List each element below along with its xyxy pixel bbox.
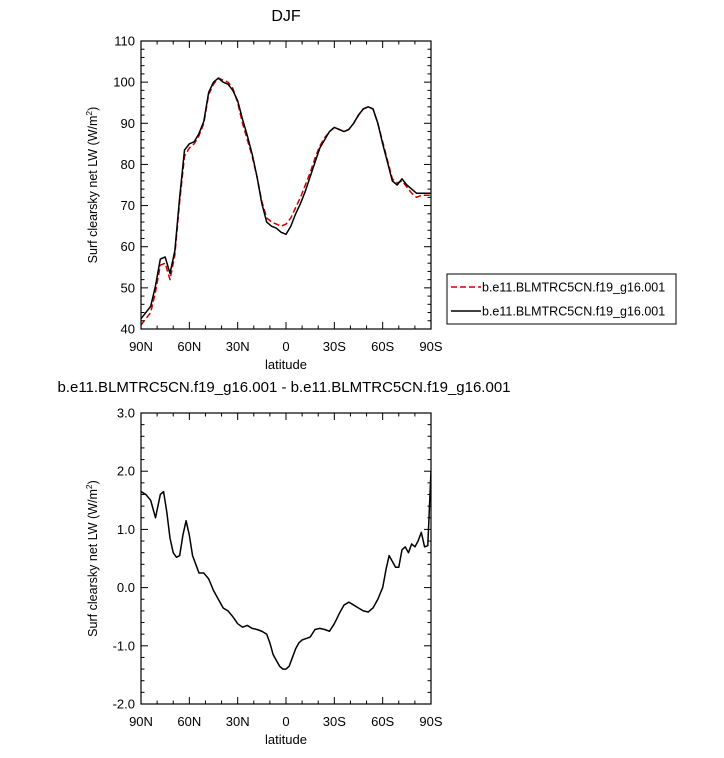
plot-frame [140,412,432,705]
x-tick-label: 30N [226,714,250,729]
chart-panel-2: b.e11.BLMTRC5CN.f19_g16.001 - b.e11.BLMT… [57,379,510,747]
x-tick-label: 60S [371,714,394,729]
x-tick-label: 0 [282,339,289,354]
legend-box [446,273,677,325]
x-axis-label: latitude [265,732,307,747]
y-tick-label: 2.0 [117,464,135,479]
y-tick-label: 100 [113,75,135,90]
legend: b.e11.BLMTRC5CN.f19_g16.001 b.e11.BLMTRC5… [446,273,677,325]
x-tick-label: 60N [177,714,201,729]
y-tick-label: 70 [121,198,135,213]
y-tick-label: 90 [121,116,135,131]
x-tick-label: 60N [177,339,201,354]
y-tick-label: 0.0 [117,580,135,595]
y-tick-label: 40 [121,322,135,337]
x-tick-label: 90N [129,714,153,729]
x-tick-label: 90S [419,339,442,354]
chart-title: b.e11.BLMTRC5CN.f19_g16.001 - b.e11.BLMT… [57,379,510,396]
x-tick-label: 30S [323,339,346,354]
y-tick-label: 80 [121,157,135,172]
x-tick-label: 0 [282,714,289,729]
series-line-2 [141,77,431,320]
y-tick-label: 1.0 [117,522,135,537]
y-tick-label: 60 [121,239,135,254]
y-tick-label: -1.0 [113,638,135,653]
series-line-1 [141,77,431,326]
y-tick-label: 110 [114,34,135,49]
series-line-1 [141,471,431,670]
x-tick-label: 30N [226,339,250,354]
x-tick-label: 60S [371,339,394,354]
x-tick-label: 30S [323,714,346,729]
y-tick-label: -2.0 [113,697,135,712]
x-tick-label: 90N [129,339,153,354]
plot-frame [140,40,432,330]
legend-label-1: b.e11.BLMTRC5CN.f19_g16.001 [482,281,665,295]
legend-label-2: b.e11.BLMTRC5CN.f19_g16.001 [482,305,665,319]
chart-title: DJF [271,8,301,25]
y-tick-label: 3.0 [117,406,135,421]
chart-panel-1: DJF 90N 60N 30N 0 30S 60S 90S 40 50 60 70 80 90 100 110… [84,8,677,372]
x-tick-label: 90S [419,714,442,729]
y-axis-label: Surf clearsky net LW (W/m2) [84,107,100,264]
x-axis-label: latitude [265,357,307,372]
y-tick-label: 50 [121,280,135,295]
y-axis-label: Surf clearsky net LW (W/m2) [84,480,100,637]
